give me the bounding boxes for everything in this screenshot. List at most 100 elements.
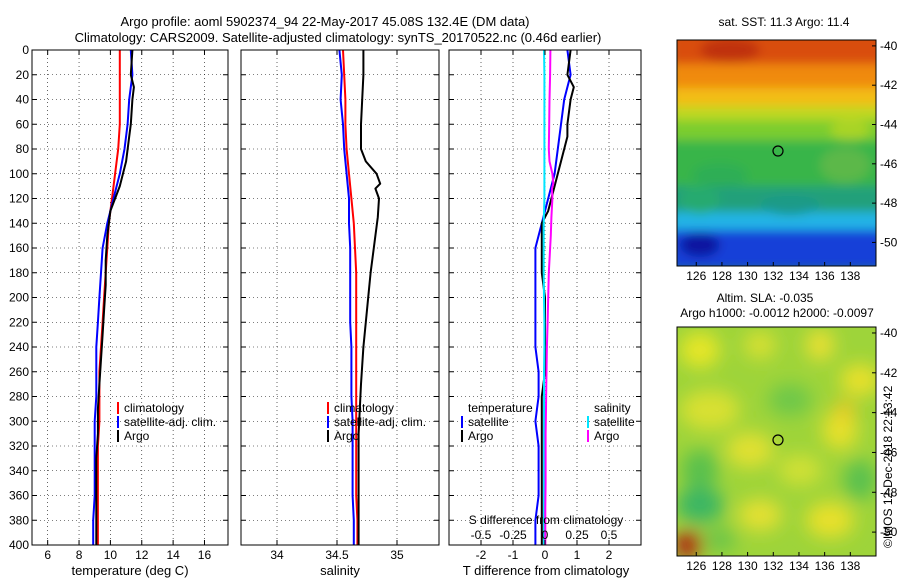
legend-label-sal-argo: Argo	[594, 429, 620, 443]
series-temperature-argo	[540, 49, 575, 545]
sla-map-image	[677, 327, 876, 556]
y-tick-label: 340	[9, 464, 29, 478]
y-tick-label: 360	[9, 489, 29, 503]
map-y-tick-label: -40	[880, 39, 898, 53]
legend-label-argo: Argo	[334, 429, 360, 443]
y-tick-label: 220	[9, 315, 29, 329]
temperature-panel: 6 8 10 12 14 16020406080100120140160180200220…	[9, 43, 229, 562]
x2-tick-label: 0.25	[565, 528, 589, 542]
map-x-tick-label: 138	[840, 559, 860, 573]
map-y-tick-label: -48	[880, 196, 898, 210]
sla-map-ticks: 126 128 130 132 134 136 138 -40 -42 -44 -46 -48 -50	[686, 326, 897, 573]
series-satellite-adj-clim-	[92, 49, 134, 545]
salinity-legend: climatology satellite-adj. clim. Argo	[327, 401, 426, 443]
x-tick-label: -1	[508, 548, 519, 562]
temperature-xlabel: temperature (deg C)	[71, 563, 188, 578]
legend-label-climatology: climatology	[334, 401, 394, 415]
x-tick-label: 12	[135, 548, 149, 562]
y-tick-label: 20	[16, 68, 30, 82]
map-y-tick-label: -42	[880, 366, 898, 380]
difference-panel: -2 -1 0 1 2 -0.5 -0.25 0 0.25 0.5	[448, 49, 642, 562]
series-satellite-adj-clim-	[338, 49, 355, 545]
series-salinity-satellite	[542, 49, 546, 545]
map-x-tick-label: 130	[738, 559, 758, 573]
y-tick-label: 140	[9, 216, 29, 230]
legend-title-salinity: salinity	[594, 401, 631, 415]
map-y-tick-label: -50	[880, 235, 898, 249]
sst-map-image	[677, 40, 876, 266]
map-y-tick-label: -50	[880, 525, 898, 539]
x-tick-label: 34.5	[325, 548, 349, 562]
salinity-panel: 34 34.5 35	[240, 49, 440, 562]
y-tick-label: 400	[9, 538, 29, 552]
map-x-tick-label: 134	[789, 269, 809, 283]
y-tick-label: 120	[9, 192, 29, 206]
x-tick-label: 34	[270, 548, 284, 562]
salinity-xlabel: salinity	[320, 563, 360, 578]
legend-label-satellite: satellite-adj. clim.	[124, 415, 216, 429]
legend-label-sal-satellite: satellite	[594, 415, 635, 429]
x-tick-label: 8	[76, 548, 83, 562]
y-tick-label: 180	[9, 266, 29, 280]
temperature-legend: climatology satellite-adj. clim. Argo	[117, 401, 216, 443]
y-tick-label: 260	[9, 365, 29, 379]
x2-tick-label: 0	[542, 528, 549, 542]
y-tick-label: 100	[9, 167, 29, 181]
map-x-tick-label: 126	[686, 269, 706, 283]
series-argo	[357, 50, 382, 545]
x-tick-label: 2	[606, 548, 613, 562]
sla-map-subtitle: Argo h1000: -0.0012 h2000: -0.0097	[680, 306, 874, 320]
sla-map-title: Altim. SLA: -0.035	[717, 291, 814, 305]
map-x-tick-label: 132	[763, 269, 783, 283]
x-tick-label: 10	[104, 548, 118, 562]
x-tick-label: 35	[390, 548, 404, 562]
y-tick-label: 80	[16, 142, 30, 156]
map-x-tick-label: 128	[712, 269, 732, 283]
map-y-tick-label: -40	[880, 326, 898, 340]
y-tick-label: 60	[16, 117, 30, 131]
x-tick-label: 6	[44, 548, 51, 562]
y-tick-label: 380	[9, 513, 29, 527]
map-y-tick-label: -44	[880, 406, 898, 420]
legend-label-climatology: climatology	[124, 401, 184, 415]
map-x-tick-label: 130	[738, 269, 758, 283]
x2-tick-label: -0.25	[499, 528, 527, 542]
map-x-tick-label: 132	[763, 559, 783, 573]
map-x-tick-label: 128	[712, 559, 732, 573]
series-temperature-satellite	[534, 49, 572, 545]
y-tick-label: 200	[9, 291, 29, 305]
x-tick-label: 1	[574, 548, 581, 562]
y-tick-label: 40	[16, 93, 30, 107]
difference-legend: temperature satellite Argo salinity sate…	[461, 401, 635, 443]
imos-watermark: ©IMOS 12-Dec-2018 22:13:42	[881, 385, 895, 548]
y-tick-label: 320	[9, 439, 29, 453]
series-argo	[95, 49, 135, 545]
map-x-tick-label: 126	[686, 559, 706, 573]
difference-xlabel: T difference from climatology	[463, 563, 630, 578]
difference-x2label: S difference from climatology	[469, 513, 624, 527]
map-x-tick-label: 136	[815, 269, 835, 283]
y-tick-label: 0	[22, 43, 29, 57]
y-tick-label: 240	[9, 340, 29, 354]
legend-label-temp-satellite: satellite	[468, 415, 509, 429]
map-y-tick-label: -44	[880, 118, 898, 132]
argo-location-marker	[772, 145, 784, 157]
sla-map-frame	[676, 326, 877, 557]
series-climatology	[342, 49, 359, 545]
x-tick-label: 16	[198, 548, 212, 562]
legend-label-argo: Argo	[124, 429, 150, 443]
x2-tick-label: 0.5	[601, 528, 618, 542]
map-y-tick-label: -46	[880, 445, 898, 459]
sst-map-title: sat. SST: 11.3 Argo: 11.4	[719, 15, 850, 29]
y-tick-label: 300	[9, 414, 29, 428]
x2-tick-label: -0.5	[471, 528, 492, 542]
figure-title-line2: Climatology: CARS2009. Satellite-adjuste…	[75, 30, 602, 45]
map-y-tick-label: -42	[880, 78, 898, 92]
legend-label-satellite: satellite-adj. clim.	[334, 415, 426, 429]
series-salinity-argo	[544, 49, 555, 545]
legend-title-temperature: temperature	[468, 401, 533, 415]
figure-title-line1: Argo profile: aoml 5902374_94 22-May-201…	[120, 14, 529, 29]
y-tick-label: 160	[9, 241, 29, 255]
map-y-tick-label: -46	[880, 157, 898, 171]
